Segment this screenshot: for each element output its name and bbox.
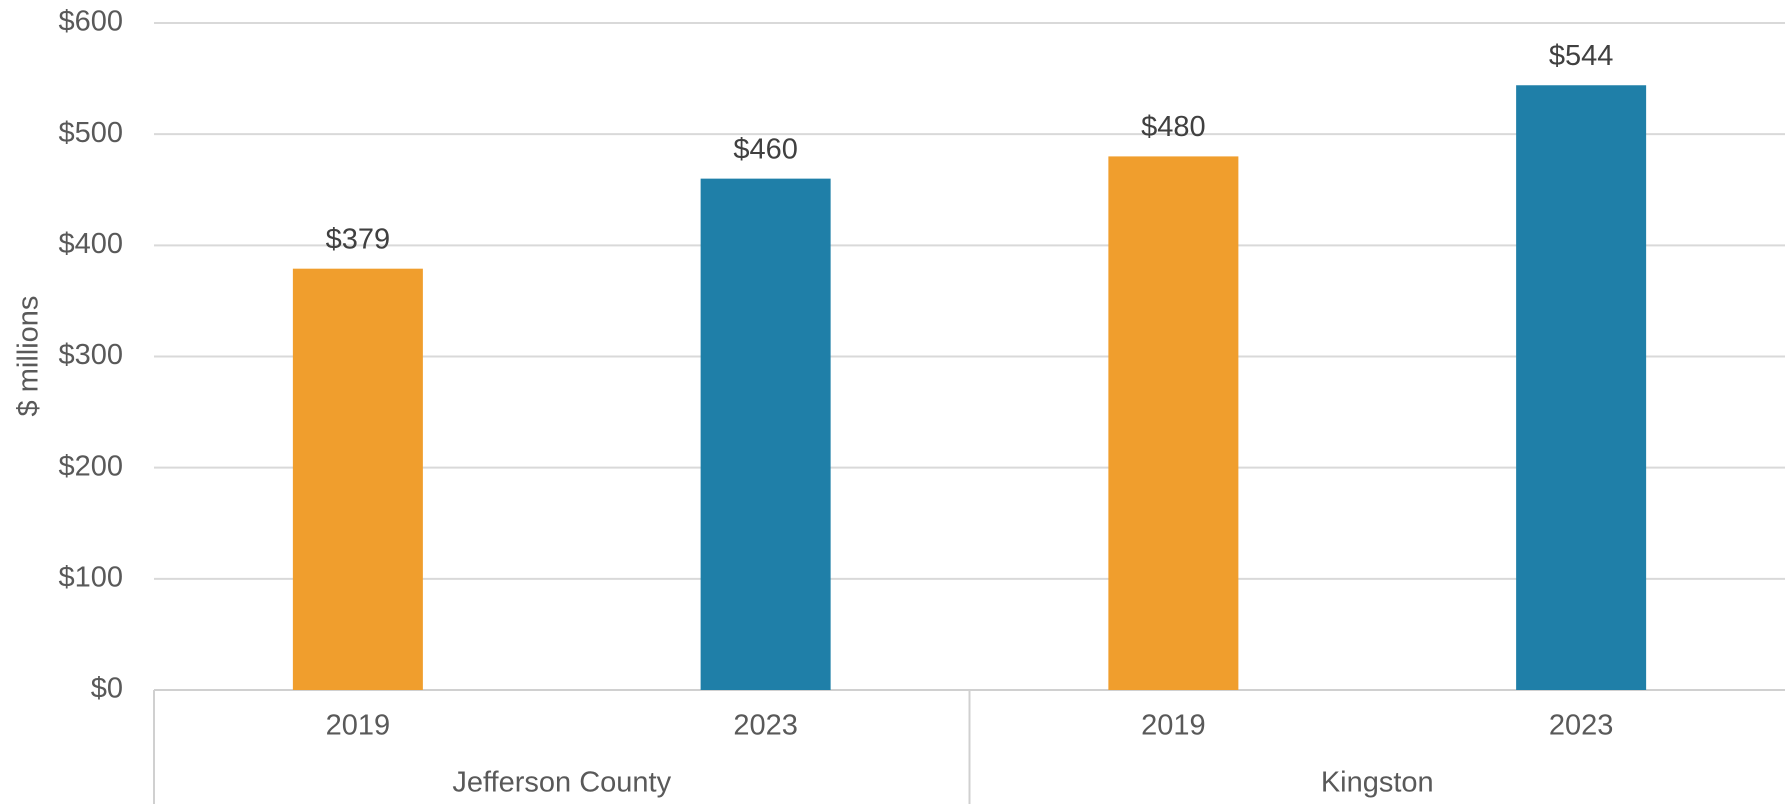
group-label: Kingston: [1321, 767, 1434, 799]
y-axis-label: $ millions: [13, 296, 45, 417]
y-tick-label: $400: [58, 228, 123, 260]
x-tick-label: 2023: [733, 710, 798, 742]
x-tick-label: 2019: [1141, 710, 1206, 742]
x-tick-label: 2023: [1549, 710, 1614, 742]
bar: [1108, 156, 1239, 690]
data-label: $544: [1549, 40, 1614, 72]
data-label: $379: [326, 223, 391, 255]
data-label: $480: [1141, 111, 1206, 143]
y-tick-label: $200: [58, 450, 123, 482]
y-tick-label: $0: [91, 673, 123, 705]
bar: [292, 268, 423, 690]
bar: [700, 178, 831, 690]
y-tick-label: $100: [58, 561, 123, 593]
x-tick-label: 2019: [326, 710, 391, 742]
group-label: Jefferson County: [452, 767, 671, 799]
y-tick-label: $300: [58, 339, 123, 371]
y-tick-label: $500: [58, 117, 123, 149]
data-label: $460: [733, 133, 798, 165]
y-tick-label: $600: [58, 6, 123, 38]
bar: [1516, 85, 1647, 690]
